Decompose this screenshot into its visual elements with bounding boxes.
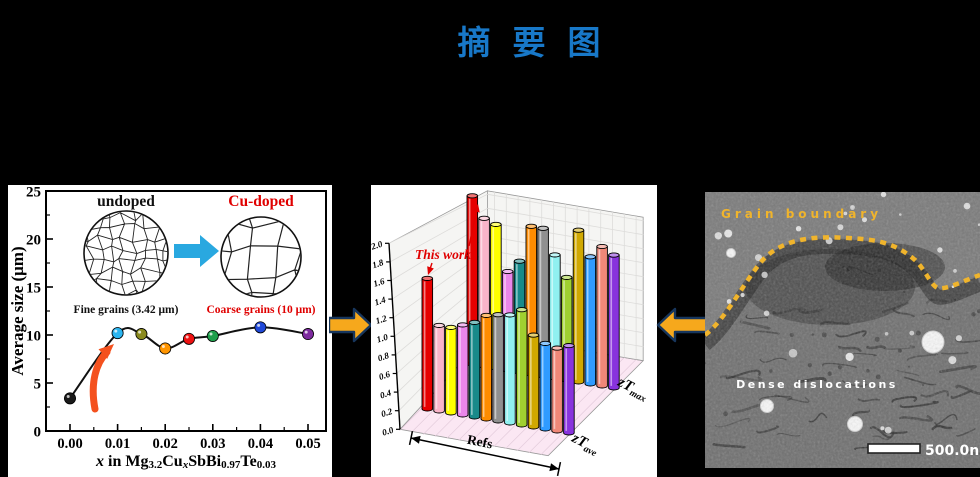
zt-bar xyxy=(539,343,552,432)
zt-bar xyxy=(480,315,493,422)
data-point xyxy=(64,392,77,405)
z-tick-label: 2.0 xyxy=(371,239,384,252)
zt-bar xyxy=(445,327,457,416)
y-axis-label: Average size (μm) xyxy=(8,246,27,375)
grain-boundary-label: Grain boundary xyxy=(721,207,882,221)
zt-bar xyxy=(433,325,445,414)
grain-size-line-chart-panel: 0 5 10 15 20 25 0.00 0.01 0.02 0.03 0.04 0.05 Averag… xyxy=(8,185,332,477)
fine-grains-caption: Fine grains (3.42 μm) xyxy=(74,304,179,316)
zt-3d-chart: 0.00.20.40.60.81.01.21.41.61.82.0RefszTm… xyxy=(371,185,657,477)
tem-scale-bar xyxy=(867,443,921,454)
y-tick-label: 25 xyxy=(26,185,41,201)
z-tick-label: 1.4 xyxy=(373,294,387,307)
z-tick-label: 0.6 xyxy=(378,369,392,382)
z-tick-label: 0.4 xyxy=(379,387,393,400)
zt-bar xyxy=(584,256,597,387)
x-tick-label: 0.02 xyxy=(153,436,178,452)
grain-size-chart: 0 5 10 15 20 25 0.00 0.01 0.02 0.03 0.04 0.05 Averag… xyxy=(8,185,332,477)
zt-3d-bar-chart-panel: 0.0 0.2 0.4 0.6 0.8 1.0 1.2 1.4 1.6 1.8 2.0 Refs zTm… xyxy=(371,185,657,477)
zt-bar xyxy=(515,309,528,428)
zt-bar xyxy=(608,255,620,391)
y-tick-label: 10 xyxy=(26,329,41,345)
flow-arrow-left-icon xyxy=(656,306,712,344)
z-tick-label: 0.8 xyxy=(376,350,390,363)
z-tick-label: 0.2 xyxy=(380,406,394,419)
data-point xyxy=(135,328,148,341)
block-arrow xyxy=(656,307,712,343)
data-point xyxy=(182,332,195,345)
transform-arrow-icon xyxy=(174,235,219,267)
arrowhead xyxy=(411,435,421,444)
y-tick-label: 0 xyxy=(34,425,42,441)
z-tick-label: 0.0 xyxy=(381,425,395,438)
block-arrow xyxy=(329,307,373,343)
zt-bar xyxy=(492,314,504,424)
zt-bar xyxy=(421,278,434,412)
zt-bar xyxy=(551,348,563,434)
scale-bar-label: 500.0nm xyxy=(925,443,980,459)
zt-bar xyxy=(504,314,516,426)
coarse-grains-caption: Coarse grains (10 μm) xyxy=(206,304,315,316)
data-point xyxy=(301,328,314,341)
arrowhead xyxy=(427,266,434,275)
zt-bar xyxy=(596,246,608,389)
refs-axis-label: Refs xyxy=(466,432,494,452)
x-tick-label: 0.05 xyxy=(295,436,320,452)
arrowhead xyxy=(98,344,114,359)
zt-bar xyxy=(468,322,481,420)
data-point xyxy=(254,321,267,334)
y-tick-label: 15 xyxy=(26,281,41,297)
x-axis-label: x in Mg3.2CuxSbBi0.97Te0.03 xyxy=(95,453,276,471)
x-tick-label: 0.04 xyxy=(248,436,273,452)
zt-bar xyxy=(572,230,585,385)
grain-pattern xyxy=(84,211,168,295)
y-tick-label: 20 xyxy=(26,233,41,249)
data-point xyxy=(206,329,219,342)
z-tick-label: 1.0 xyxy=(375,332,389,345)
zt-bar xyxy=(456,324,469,418)
undoped-label: undoped xyxy=(97,193,155,210)
grain-inset-circle xyxy=(220,216,302,298)
x-tick-label: 0.00 xyxy=(57,436,82,452)
figure-title: 摘要图 xyxy=(457,23,623,62)
data-point xyxy=(111,327,124,340)
this-work-annotation: This work xyxy=(415,247,471,262)
z-tick-label: 1.6 xyxy=(372,276,386,289)
grain-inset-circle xyxy=(83,210,169,296)
tem-image: Grain boundary Dense dislocations 500.0nm xyxy=(705,192,980,468)
z-tick-label: 1.2 xyxy=(374,313,388,326)
cu-doped-label: Cu-doped xyxy=(228,193,294,210)
zt-bar xyxy=(563,345,575,436)
flow-arrow-right-icon xyxy=(329,306,373,344)
arrowhead xyxy=(549,463,559,472)
x-tick-label: 0.03 xyxy=(200,436,225,452)
arrowhead xyxy=(472,204,480,213)
z-tick-label: 1.8 xyxy=(371,257,385,270)
refs-axis-arrow xyxy=(410,437,560,470)
tem-micrograph-panel: Grain boundary Dense dislocations 500.0nm xyxy=(705,192,980,468)
y-tick-label: 5 xyxy=(34,377,42,393)
x-tick-label: 0.01 xyxy=(105,436,130,452)
dense-dislocations-label: Dense dislocations xyxy=(736,378,898,391)
data-point xyxy=(159,342,172,355)
zt-bar xyxy=(527,335,540,430)
grain-boundary-line xyxy=(705,235,980,337)
